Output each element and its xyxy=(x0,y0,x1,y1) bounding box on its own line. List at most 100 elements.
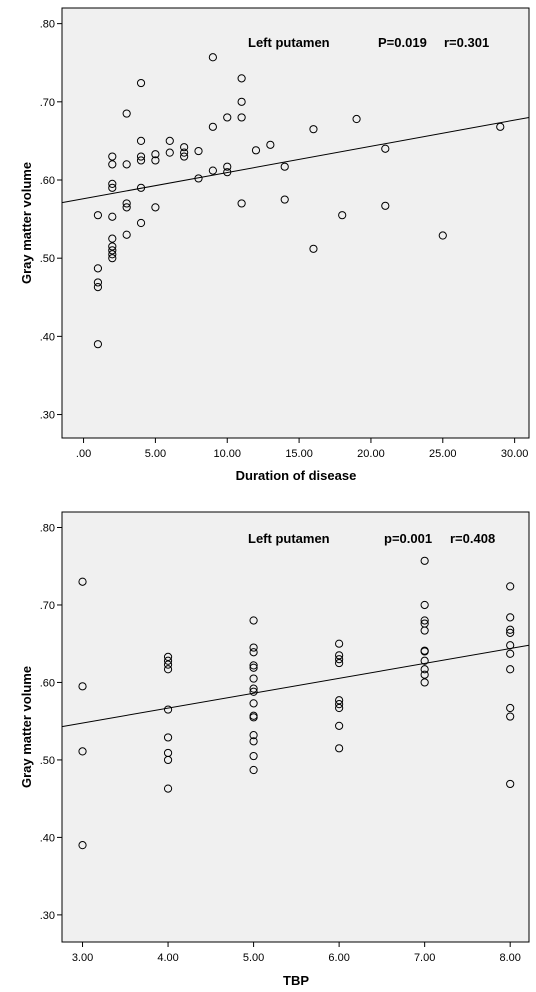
data-point xyxy=(249,765,258,775)
y-tick-label: .80 xyxy=(40,522,55,534)
data-point xyxy=(108,242,117,251)
data-point xyxy=(335,744,344,753)
data-point xyxy=(136,156,146,165)
data-point xyxy=(108,254,117,263)
data-point xyxy=(237,199,246,208)
data-point xyxy=(249,731,258,740)
data-point xyxy=(93,211,103,220)
data-point xyxy=(249,648,258,657)
data-point xyxy=(180,148,189,157)
data-point xyxy=(420,678,429,687)
x-axis-title: TBP xyxy=(283,973,309,988)
data-point xyxy=(78,747,87,756)
data-point xyxy=(335,700,344,709)
x-tick-label: 15.00 xyxy=(285,448,313,460)
data-point xyxy=(249,616,258,625)
x-tick-label: 10.00 xyxy=(213,448,241,460)
data-point xyxy=(506,779,515,789)
data-point xyxy=(78,841,87,850)
data-point xyxy=(249,684,258,693)
data-point xyxy=(93,283,103,292)
x-tick-label: 30.00 xyxy=(501,448,529,460)
data-point xyxy=(180,152,189,161)
data-point xyxy=(335,655,344,664)
data-point xyxy=(136,152,146,161)
data-point xyxy=(335,639,344,648)
x-tick-label: 7.00 xyxy=(414,952,435,964)
data-point xyxy=(335,651,344,660)
data-point xyxy=(151,150,160,159)
x-tick-label: 3.00 xyxy=(72,952,93,964)
plot-area xyxy=(61,511,530,943)
data-point xyxy=(506,649,515,658)
y-tick-label: .60 xyxy=(40,677,55,689)
data-point xyxy=(108,234,117,243)
data-point xyxy=(280,195,289,204)
data-point xyxy=(223,113,232,122)
data-point xyxy=(420,656,429,665)
data-point xyxy=(163,660,173,669)
data-point xyxy=(381,144,390,153)
x-tick-label: 5.00 xyxy=(243,952,264,964)
data-point xyxy=(438,231,447,240)
data-point xyxy=(251,146,261,155)
data-point xyxy=(108,183,117,192)
data-point xyxy=(223,162,232,171)
data-point xyxy=(309,125,318,134)
data-point xyxy=(180,143,189,152)
data-point xyxy=(151,203,160,212)
data-point xyxy=(420,670,429,679)
data-point xyxy=(194,146,203,156)
data-point xyxy=(249,663,258,672)
data-point xyxy=(237,113,246,122)
data-point xyxy=(249,737,258,746)
y-axis-title: Gray matter volume xyxy=(19,162,34,284)
data-point xyxy=(506,712,515,721)
data-point xyxy=(108,179,117,189)
data-point xyxy=(506,628,515,637)
data-point xyxy=(108,160,117,169)
data-point xyxy=(163,733,173,742)
data-point xyxy=(122,230,131,239)
data-point xyxy=(381,201,390,210)
data-point xyxy=(335,696,344,705)
data-point xyxy=(136,78,146,88)
data-point xyxy=(163,652,173,661)
data-point xyxy=(506,625,515,634)
data-point xyxy=(420,600,429,610)
data-point xyxy=(208,122,217,131)
data-point xyxy=(335,703,344,713)
data-point xyxy=(506,582,515,591)
data-point xyxy=(165,148,174,157)
data-point xyxy=(122,203,131,212)
y-tick-label: .40 xyxy=(40,331,55,343)
y-tick-label: .50 xyxy=(40,253,55,265)
y-axis-title: Gray matter volume xyxy=(19,666,34,788)
data-point xyxy=(249,711,258,720)
data-point xyxy=(78,577,87,586)
y-tick-label: .30 xyxy=(40,410,55,422)
chart-tbp: .30 .40 .50 .60 .70 .80 3.00 4.00 5.00 6.00 7.00 8… xyxy=(19,511,530,988)
data-point xyxy=(266,140,275,149)
data-point xyxy=(249,751,258,761)
data-point xyxy=(506,665,515,674)
data-point xyxy=(496,122,505,131)
plot-area xyxy=(61,7,530,439)
x-tick-label: 6.00 xyxy=(328,952,349,964)
data-point xyxy=(122,199,131,208)
data-point xyxy=(163,748,173,758)
data-point xyxy=(136,136,146,146)
x-tick-label: 5.00 xyxy=(145,448,166,460)
data-point xyxy=(163,705,173,714)
y-tick-label: .60 xyxy=(40,175,55,187)
data-point xyxy=(335,658,344,668)
data-point xyxy=(420,556,429,565)
y-tick-label: .40 xyxy=(40,832,55,844)
y-tick-label: .50 xyxy=(40,755,55,767)
data-point xyxy=(78,682,87,691)
data-point xyxy=(420,665,429,674)
x-axis-title: Duration of disease xyxy=(236,468,357,483)
data-point xyxy=(136,218,146,228)
data-point xyxy=(420,646,429,655)
